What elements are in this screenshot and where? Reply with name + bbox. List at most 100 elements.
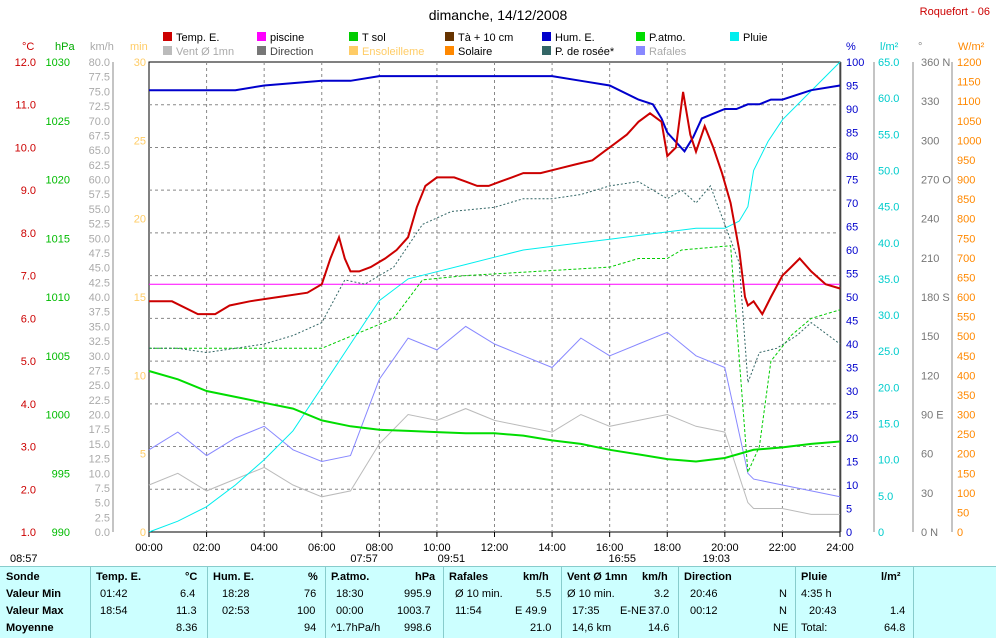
solar-axis-tick: 50 (957, 507, 969, 519)
min-axis-tick: 5 (140, 449, 146, 461)
x-axis: 00:00 02:00 04:00 06:00 08:00 10:00 12:00 14:00… (135, 532, 854, 554)
legend-swatch-vent-1mn (163, 46, 172, 55)
temp-axis-tick: 11.0 (15, 100, 36, 112)
patmo-unit: hPa (415, 571, 436, 583)
patmo-max-time: 00:00 (336, 605, 364, 617)
series-pluie (148, 61, 841, 533)
x-tick-label: 18:00 (653, 542, 681, 554)
deg-axis-tick: 120 (921, 370, 939, 382)
wind-axis-tick: 80.0 (89, 57, 110, 69)
pct-axis-tick: 15 (846, 457, 858, 469)
legend-label-hum-e: Hum. E. (555, 32, 595, 44)
temp-axis-tick: 2.0 (21, 484, 36, 496)
solar-axis-tick: 250 (957, 429, 975, 441)
solar-axis-tick: 950 (957, 155, 975, 167)
pct-axis-tick: 95 (846, 81, 858, 93)
deg-axis-tick: 270 O (921, 175, 951, 187)
legend-label-p-atmo: P.atmo. (649, 32, 686, 44)
legend-swatch-direction (257, 46, 266, 55)
patmo-max-value: 1003.7 (397, 605, 431, 617)
pct-axis-tick: 75 (846, 175, 858, 187)
min-axis-tick: 15 (134, 292, 146, 304)
pct-axis-tick: 90 (846, 104, 858, 116)
wind-axis-tick: 45.0 (89, 263, 110, 275)
rain-axis-tick: 65.0 (878, 57, 899, 69)
legend-label-piscine: piscine (270, 32, 304, 44)
rain-axis-tick: 40.0 (878, 238, 899, 250)
legend-label-t-10-cm: Tà + 10 cm (458, 32, 513, 44)
x-tick-label: 06:00 (308, 542, 336, 554)
pct-axis-tick: 65 (846, 222, 858, 234)
plot-series (148, 61, 841, 533)
wind-axis-tick: 65.0 (89, 145, 110, 157)
pct-axis-tick: 80 (846, 151, 858, 163)
wind-axis-tick: 50.0 (89, 233, 110, 245)
legend-label-p-de-ros-e: P. de rosée* (555, 46, 615, 58)
rain-axis-tick: 0 (878, 527, 884, 539)
legend-swatch-t-sol (349, 32, 358, 41)
series-temp-e (149, 91, 841, 317)
direction-r3-value: NE (773, 622, 789, 634)
solar-axis-tick: 100 (957, 488, 975, 500)
solar-axis-tick: 550 (957, 312, 975, 324)
x-tick-label: 10:00 (423, 542, 451, 554)
deg-axis-tick: 30 (921, 488, 933, 500)
chart-title: dimanche, 14/12/2008 (429, 7, 568, 23)
legend-swatch-p-atmo (636, 32, 645, 41)
temp-axis-tick: 7.0 (21, 271, 36, 283)
wind-axis-tick: 25.0 (89, 380, 110, 392)
pluie-r2-label: 20:43 (809, 605, 837, 617)
pct-axis-tick: 70 (846, 198, 858, 210)
pct-axis-tick: 100 (846, 57, 864, 69)
pct-axis-tick: 25 (846, 410, 858, 422)
axis-unit-2: km/h (90, 41, 114, 53)
row-label-min: Valeur Min (6, 588, 62, 600)
series-p-de-ros-e (149, 181, 841, 383)
solar-axis-tick: 1000 (957, 135, 981, 147)
hum-avg: 94 (304, 622, 317, 634)
solar-axis-tick: 150 (957, 468, 975, 480)
solar-axis-tick: 1200 (957, 57, 981, 69)
sun-marker-2: 09:51 (438, 553, 466, 565)
legend-swatch-pluie (730, 32, 739, 41)
patmo-trend: ^1.7hPa/h (331, 622, 381, 634)
axis-unit-6: ° (918, 41, 922, 53)
press-axis-tick: 1020 (46, 175, 70, 187)
pct-axis-tick: 60 (846, 245, 858, 257)
wind-axis-tick: 12.5 (89, 454, 110, 466)
solar-axis-tick: 800 (957, 214, 975, 226)
vent-r3-label: 14,6 km (572, 622, 612, 634)
press-axis-tick: 1010 (46, 292, 70, 304)
x-tick-label: 12:00 (481, 542, 509, 554)
press-axis-tick: 1025 (46, 116, 70, 128)
pct-axis-tick: 35 (846, 363, 858, 375)
legend-swatch-temp-e (163, 32, 172, 41)
axis-unit-7: W/m² (958, 41, 985, 53)
rain-axis-tick: 45.0 (878, 202, 899, 214)
rafales-head: Rafales (449, 571, 489, 583)
min-axis-tick: 25 (134, 135, 146, 147)
x-tick-label: 00:00 (135, 542, 163, 554)
legend-label-temp-e: Temp. E. (176, 32, 219, 44)
pct-axis-tick: 20 (846, 433, 858, 445)
pluie-r1-label: 4:35 h (801, 588, 832, 600)
legend-swatch-rafales (636, 46, 645, 55)
sun-marker-1: 07:57 (350, 553, 378, 565)
wind-axis-tick: 42.5 (89, 277, 110, 289)
legend-swatch-solaire (445, 46, 454, 55)
legend-label-t-sol: T sol (362, 32, 386, 44)
wind-axis-tick: 27.5 (89, 365, 110, 377)
wind-axis-tick: 30.0 (89, 351, 110, 363)
vent-r2-value: 37.0 (648, 605, 670, 617)
rain-axis-tick: 30.0 (878, 310, 899, 322)
wind-axis-tick: 62.5 (89, 160, 110, 172)
pct-axis-tick: 40 (846, 339, 858, 351)
solar-axis-tick: 350 (957, 390, 975, 402)
patmo-min-value: 995.9 (404, 588, 432, 600)
press-axis-tick: 990 (52, 527, 70, 539)
deg-axis-tick: 240 (921, 214, 939, 226)
wind-axis-tick: 75.0 (89, 86, 110, 98)
hum-unit: % (308, 571, 318, 583)
rain-axis-tick: 5.0 (878, 491, 893, 503)
press-axis-tick: 1015 (46, 233, 70, 245)
